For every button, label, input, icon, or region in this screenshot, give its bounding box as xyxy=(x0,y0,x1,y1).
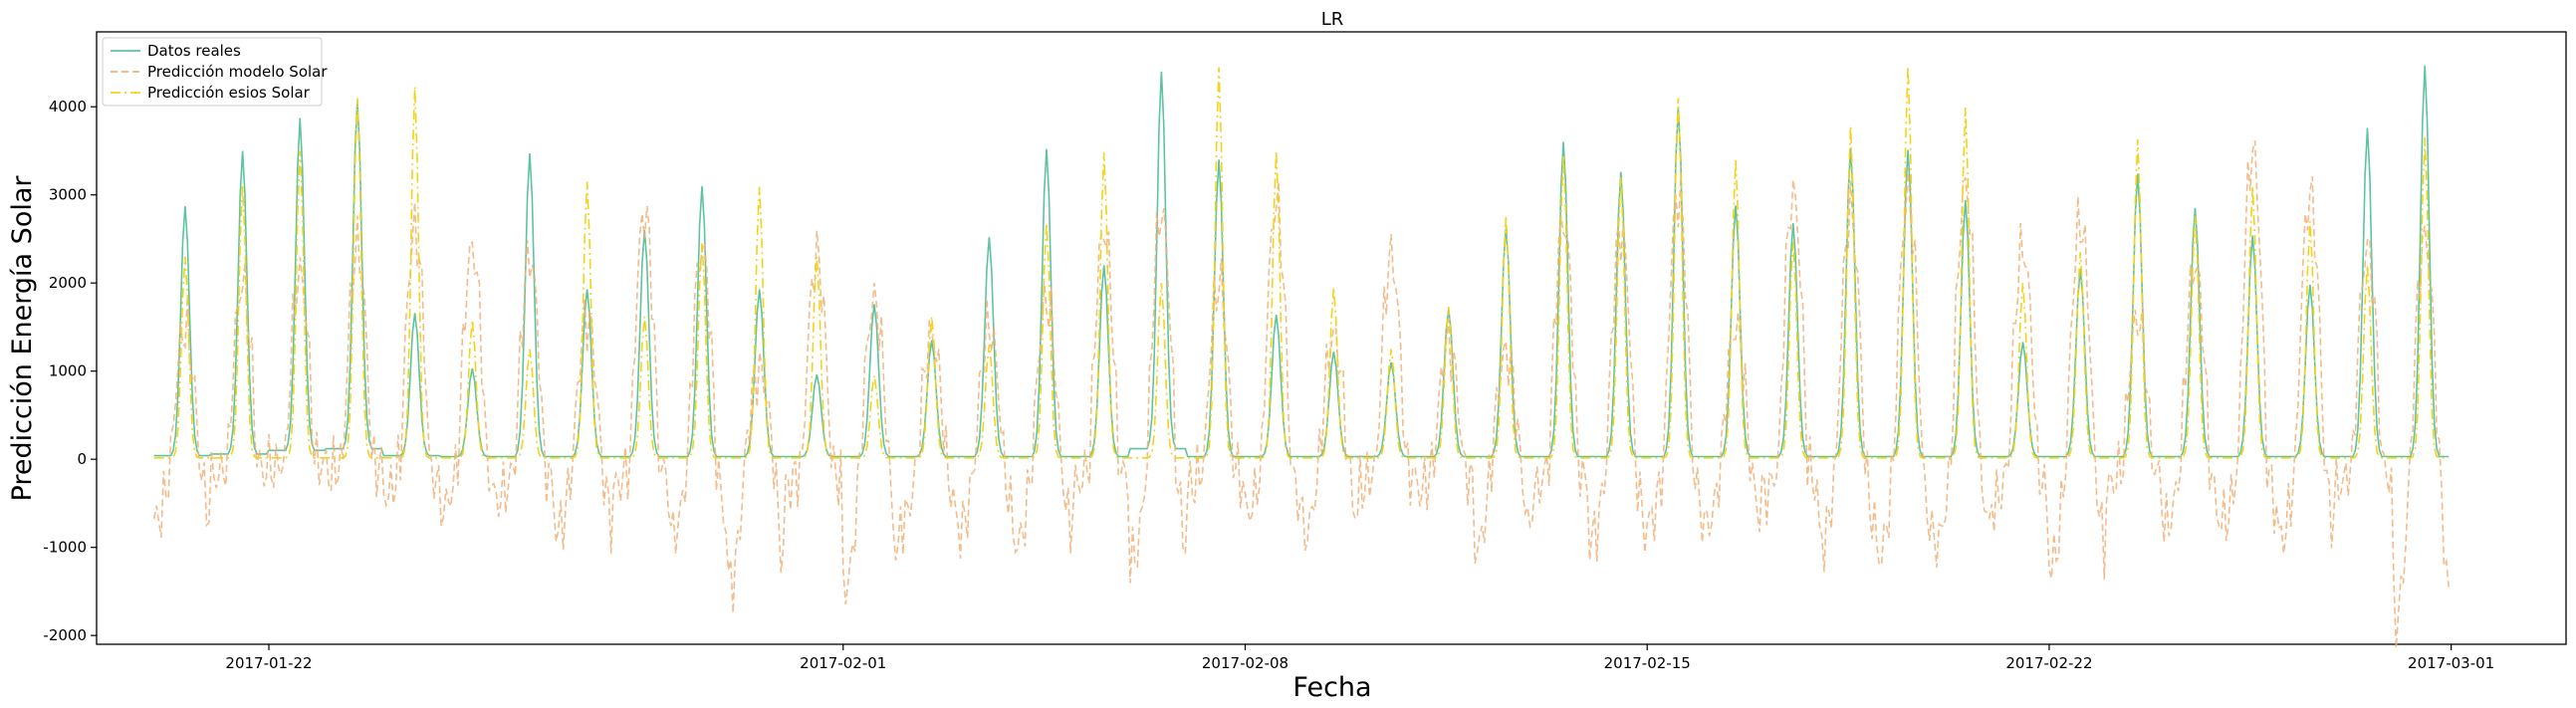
y-axis-ticks: -2000 -1000 0 1000 2000 3000 4000 xyxy=(43,98,97,644)
y-axis-title: Predicción Energía Solar xyxy=(7,175,38,502)
x-axis-ticks: 2017-01-22 2017-02-01 2017-02-08 2017-02-15… xyxy=(225,644,2494,672)
y-tick-label: -2000 xyxy=(43,626,87,644)
legend-label: Predicción modelo Solar xyxy=(147,63,328,81)
chart-title: LR xyxy=(1321,9,1344,30)
series-layer xyxy=(152,65,2450,648)
x-tick-label: 2017-02-01 xyxy=(800,654,886,672)
y-tick-label: 1000 xyxy=(49,362,87,380)
y-tick-label: 3000 xyxy=(49,186,87,204)
y-tick-label: 2000 xyxy=(49,274,87,292)
x-tick-label: 2017-02-22 xyxy=(2005,654,2092,672)
x-tick-label: 2017-02-15 xyxy=(1604,654,1691,672)
series-line-2 xyxy=(152,139,2450,648)
x-axis-title: Fecha xyxy=(1292,672,1371,703)
plot-frame xyxy=(96,31,2567,645)
legend: Datos reales Predicción modelo Solar Predi… xyxy=(102,37,328,107)
y-tick-label: 4000 xyxy=(49,98,87,116)
x-tick-label: 2017-03-01 xyxy=(2408,654,2494,672)
legend-box xyxy=(102,37,323,107)
x-tick-label: 2017-02-08 xyxy=(1202,654,1288,672)
y-tick-label: -1000 xyxy=(43,539,87,557)
y-tick-label: 0 xyxy=(77,450,87,468)
legend-label: Datos reales xyxy=(147,42,241,60)
series-line-3 xyxy=(153,66,2450,459)
legend-label: Predicción esios Solar xyxy=(147,84,311,102)
series-line-1 xyxy=(153,65,2450,458)
x-tick-label: 2017-01-22 xyxy=(225,654,312,672)
